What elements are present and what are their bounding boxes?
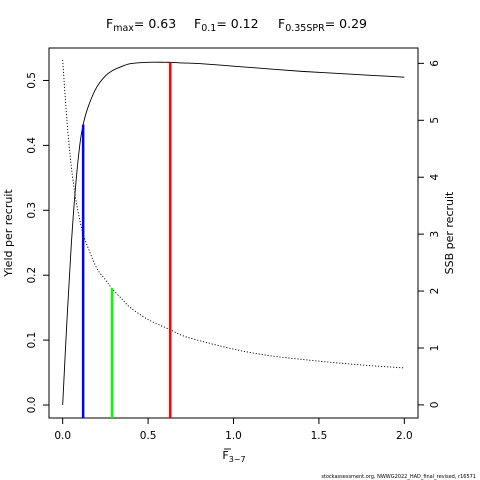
y2-tick-label: 0: [429, 402, 441, 409]
x-tick-label: 0.0: [54, 430, 71, 442]
y-tick-label: 0.2: [26, 267, 38, 284]
title-f01: F0.1= 0.12: [194, 16, 259, 34]
y-tick-label: 0.3: [26, 202, 38, 219]
y2-tick-label: 3: [429, 231, 441, 238]
title-fspr: F0.35SPR= 0.29: [278, 16, 367, 34]
x-axis: 0.0 0.5 1.0 1.5 2.0: [54, 417, 413, 442]
y2-axis-label: SSB per recruit: [443, 191, 456, 274]
x-axis-label: F3−7: [222, 449, 245, 464]
footer-text: stockassessment.org, NWWG2022_HAD_final_…: [321, 474, 476, 480]
y2-tick-label: 2: [429, 288, 441, 295]
y2-tick-label: 1: [429, 345, 441, 352]
y2-tick-label: 4: [429, 174, 441, 181]
yield-per-recruit-line: [62, 61, 405, 406]
y-tick-label: 0.4: [26, 137, 38, 154]
reference-lines: [81, 62, 172, 418]
y2-tick-label: 5: [429, 117, 441, 124]
series-group: [62, 59, 405, 406]
y-axis-label: Yield per recruit: [2, 189, 15, 278]
title-fmax: Fmax= 0.63: [106, 16, 176, 34]
x-tick-label: 1.5: [311, 430, 328, 442]
ssb-per-recruit-line: [62, 59, 405, 369]
y2-tick-label: 6: [429, 60, 441, 67]
y-tick-label: 0.0: [26, 397, 38, 414]
y-tick-label: 0.5: [26, 72, 38, 89]
chart-title: Fmax= 0.63 F0.1= 0.12 F0.35SPR= 0.29: [106, 16, 367, 34]
x-tick-label: 1.0: [225, 430, 242, 442]
y-axis-right: 0 1 2 3 4 5 6: [418, 60, 441, 409]
x-tick-label: 2.0: [396, 430, 413, 442]
x-tick-label: 0.5: [140, 430, 157, 442]
y-tick-label: 0.1: [26, 332, 38, 349]
y-axis-left: 0.0 0.1 0.2 0.3 0.4 0.5: [26, 72, 49, 413]
plot-frame: [48, 47, 419, 419]
